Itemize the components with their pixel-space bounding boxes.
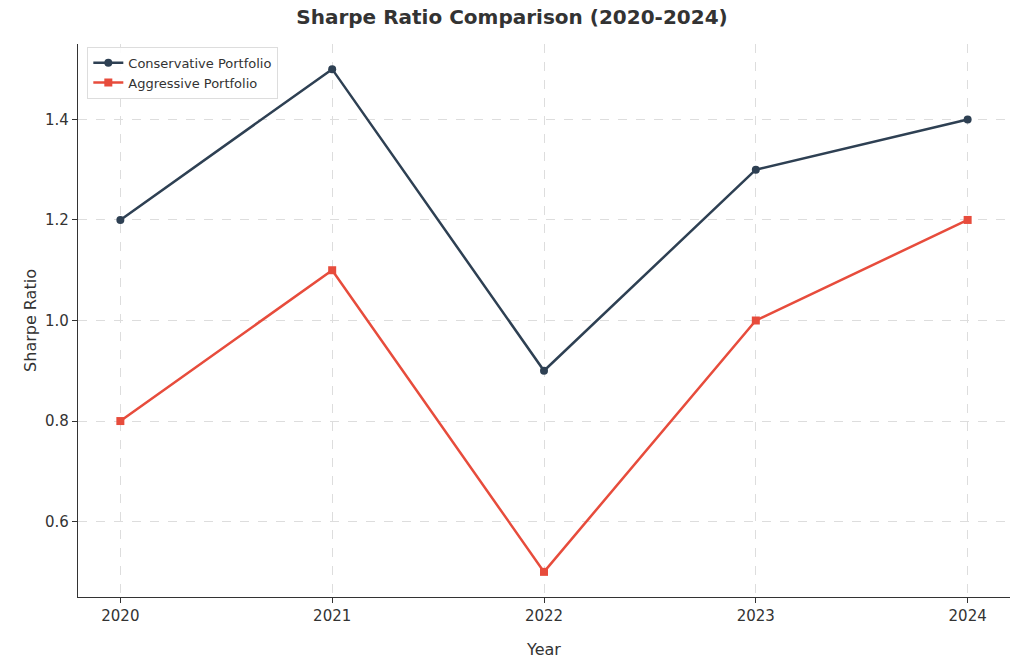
svg-text:0.8: 0.8 <box>45 412 69 430</box>
svg-text:Sharpe Ratio Comparison (2020-: Sharpe Ratio Comparison (2020-2024) <box>296 5 727 29</box>
svg-text:Aggressive Portfolio: Aggressive Portfolio <box>128 76 257 91</box>
svg-text:2023: 2023 <box>737 607 775 625</box>
svg-text:1.2: 1.2 <box>45 211 69 229</box>
svg-text:Sharpe Ratio: Sharpe Ratio <box>21 269 40 372</box>
svg-text:2022: 2022 <box>525 607 563 625</box>
svg-text:1.0: 1.0 <box>45 312 69 330</box>
svg-text:1.4: 1.4 <box>45 111 69 129</box>
svg-text:2020: 2020 <box>101 607 139 625</box>
svg-text:2021: 2021 <box>313 607 351 625</box>
svg-text:2024: 2024 <box>949 607 987 625</box>
svg-text:0.6: 0.6 <box>45 513 69 531</box>
svg-text:Year: Year <box>526 640 561 659</box>
svg-text:Conservative Portfolio: Conservative Portfolio <box>128 56 271 71</box>
